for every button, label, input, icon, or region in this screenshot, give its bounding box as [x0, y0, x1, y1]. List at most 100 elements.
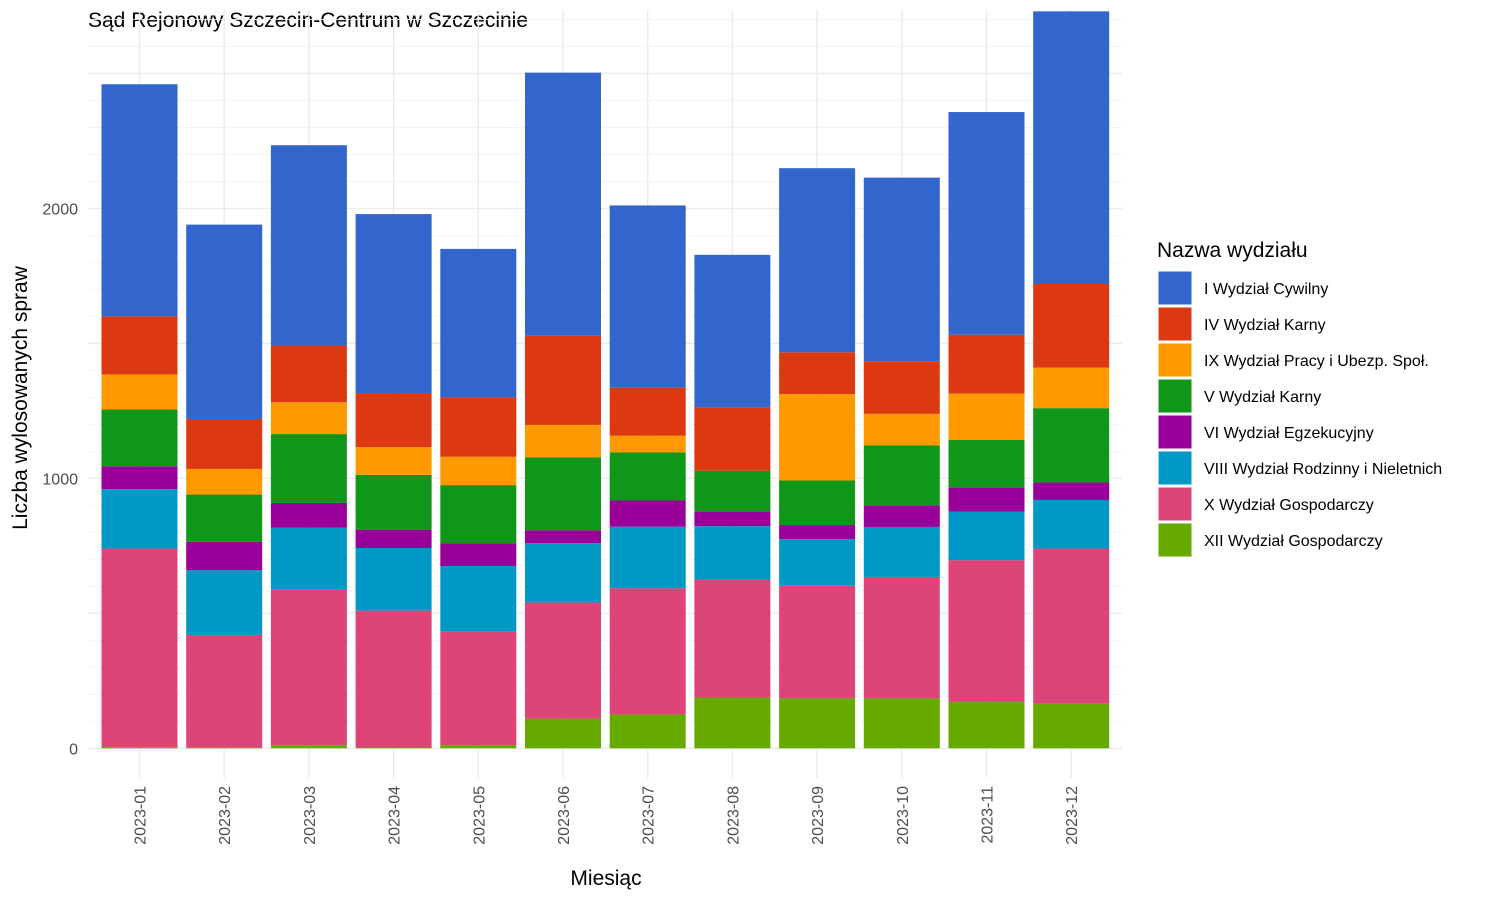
- bar-segment: 2023-11 — XII Wydział Gospodarczy: 172: [948, 701, 1025, 749]
- bar-segment: 2023-02 — VI Wydział Egzekucyjny: 105: [186, 541, 263, 571]
- legend-item: I Wydział Cywilny: [1157, 270, 1328, 306]
- x-tick-label: 2023-11: [980, 786, 997, 844]
- bar-segment: 2023-04 — XII Wydział Gospodarczy: 3: [355, 747, 432, 749]
- bar-segment: 2023-12 — IV Wydział Karny: 310: [1033, 283, 1110, 368]
- bar-segment: 2023-12 — VIII Wydział Rodzinny i Nielet…: [1033, 499, 1110, 549]
- bar-segment: 2023-04 — V Wydział Karny: 203: [355, 474, 432, 530]
- bar-segment: 2023-07 — IX Wydział Pracy i Ubezp. Społ…: [609, 435, 686, 453]
- bar-segment: 2023-02 — IV Wydział Karny: 185: [186, 418, 263, 469]
- bar-segment: 2023-12 — XII Wydział Gospodarczy: 165: [1033, 703, 1110, 749]
- x-tick-label: 2023-02: [217, 786, 234, 845]
- bar-segment: 2023-05 — XII Wydział Gospodarczy: 12: [440, 745, 517, 749]
- bar-segment: 2023-12 — I Wydział Cywilny: 1010: [1033, 11, 1110, 284]
- bar-segment: 2023-04 — IV Wydział Karny: 200: [355, 393, 432, 448]
- bar-segment: 2023-01 — IX Wydział Pracy i Ubezp. Społ…: [101, 374, 178, 410]
- bar-segment: 2023-02 — X Wydział Gospodarczy: 418: [186, 634, 263, 748]
- x-tick-label: 2023-06: [556, 786, 573, 845]
- bar-segment: 2023-01 — I Wydział Cywilny: 860: [101, 84, 178, 317]
- legend-label: VIII Wydział Rodzinny i Nieletnich: [1204, 461, 1442, 478]
- bar-segment: 2023-03 — VI Wydział Egzekucyjny: 92: [270, 502, 347, 528]
- bar-segment: 2023-09 — VIII Wydział Rodzinny i Nielet…: [779, 539, 856, 586]
- legend-item: IV Wydział Karny: [1157, 306, 1326, 342]
- x-tick-label: 2023-08: [725, 786, 742, 845]
- legend-label: XII Wydział Gospodarczy: [1204, 533, 1383, 550]
- legend-item: V Wydział Karny: [1157, 378, 1321, 414]
- bar-segment: 2023-02 — I Wydział Cywilny: 720: [186, 224, 263, 419]
- bar-segment: 2023-08 — V Wydział Karny: 150: [694, 470, 771, 512]
- bar-segment: 2023-12 — VI Wydział Egzekucyjny: 65: [1033, 482, 1110, 500]
- bar-segment: 2023-03 — I Wydział Cywilny: 742: [270, 145, 347, 346]
- bar-segment: 2023-04 — X Wydział Gospodarczy: 507: [355, 610, 432, 748]
- bar-segment: 2023-11 — X Wydział Gospodarczy: 525: [948, 560, 1025, 702]
- bar-segment: 2023-06 — IV Wydział Karny: 330: [525, 335, 601, 425]
- x-tick-label: 2023-03: [302, 786, 319, 845]
- x-axis-ticks: 2023-01 2023-02 2023-03 2023-04 2023-05 2023-…: [133, 786, 1082, 845]
- legend-item: IX Wydział Pracy i Ubezp. Społ.: [1157, 342, 1429, 378]
- y-tick-label: 0: [69, 741, 78, 758]
- bar-segment: 2023-01 — XII Wydział Gospodarczy: 5: [101, 746, 178, 749]
- bar-segment: 2023-03 — XII Wydział Gospodarczy: 12: [270, 745, 347, 749]
- legend-label: X Wydział Gospodarczy: [1204, 497, 1374, 514]
- legend: I Wydział Cywilny IV Wydział Karny IX Wydz…: [1157, 270, 1442, 558]
- bar-segment: 2023-06 — VI Wydział Egzekucyjny: 48: [525, 530, 601, 544]
- bar-segment: 2023-05 — X Wydział Gospodarczy: 420: [440, 631, 517, 746]
- bar-segment: 2023-05 — VI Wydział Egzekucyjny: 85: [440, 543, 517, 567]
- bar-segment: 2023-09 — V Wydział Karny: 165: [779, 480, 856, 526]
- legend-label: IX Wydział Pracy i Ubezp. Społ.: [1204, 353, 1429, 370]
- x-tick-label: 2023-07: [641, 786, 658, 845]
- bar-segment: 2023-05 — IX Wydział Pracy i Ubezp. Społ…: [440, 456, 517, 486]
- bar-segment: 2023-06 — V Wydział Karny: 270: [525, 457, 601, 531]
- legend-item: VIII Wydział Rodzinny i Nieletnich: [1157, 450, 1442, 486]
- bar-segment: 2023-05 — I Wydział Cywilny: 550: [440, 248, 517, 398]
- y-axis-title: Liczba wylosowanych spraw: [9, 265, 32, 530]
- bar-segment: 2023-10 — I Wydział Cywilny: 680: [863, 177, 940, 362]
- bar-segment: 2023-05 — VIII Wydział Rodzinny i Nielet…: [440, 566, 517, 632]
- bar-segment: 2023-10 — VI Wydział Egzekucyjny: 80: [863, 505, 940, 527]
- y-tick-label: 1000: [42, 471, 78, 488]
- bar-segment: 2023-11 — V Wydział Karny: 175: [948, 440, 1025, 488]
- x-tick-label: 2023-12: [1064, 786, 1081, 845]
- y-tick-label: 2000: [42, 201, 78, 218]
- legend-swatch: [1157, 450, 1193, 486]
- bar-segment: 2023-10 — X Wydział Gospodarczy: 450: [863, 576, 940, 699]
- bar-segment: 2023-04 — VI Wydział Egzekucyjny: 68: [355, 529, 432, 549]
- legend-swatch: [1157, 378, 1193, 414]
- bar-segment: 2023-07 — VI Wydział Egzekucyjny: 97: [609, 500, 686, 527]
- bar-segment: 2023-07 — X Wydział Gospodarczy: 468: [609, 588, 686, 715]
- bar-segment: 2023-04 — I Wydział Cywilny: 663: [355, 214, 432, 394]
- bar-segment: 2023-07 — VIII Wydział Rodzinny i Nielet…: [609, 526, 686, 589]
- bar-segment: 2023-10 — V Wydział Karny: 222: [863, 445, 940, 506]
- bar-segment: 2023-08 — IV Wydział Karny: 235: [694, 407, 771, 471]
- bar-segment: 2023-10 — XII Wydział Gospodarczy: 185: [863, 698, 940, 749]
- legend-label: VI Wydział Egzekucyjny: [1204, 425, 1374, 442]
- bar-segment: 2023-09 — X Wydział Gospodarczy: 417: [779, 585, 856, 699]
- bar-segment: 2023-01 — VI Wydział Egzekucyjny: 85: [101, 466, 178, 490]
- bar-segment: 2023-11 — VI Wydział Egzekucyjny: 90: [948, 487, 1025, 512]
- legend-label: IV Wydział Karny: [1204, 317, 1326, 334]
- legend-swatch: [1157, 270, 1193, 306]
- bar-segment: 2023-06 — VIII Wydział Rodzinny i Nielet…: [525, 543, 601, 603]
- bar-segment: 2023-10 — VIII Wydział Rodzinny i Nielet…: [863, 526, 940, 577]
- chart-title: Sąd Rejonowy Szczecin-Centrum w Szczecin…: [88, 9, 528, 32]
- bar-segment: 2023-09 — I Wydział Cywilny: 682: [779, 168, 856, 353]
- bar-segment: 2023-10 — IV Wydział Karny: 195: [863, 361, 940, 414]
- legend-item: XII Wydział Gospodarczy: [1157, 522, 1383, 558]
- bar-segment: 2023-12 — IX Wydział Pracy i Ubezp. Społ…: [1033, 367, 1110, 409]
- bar-segment: 2023-05 — IV Wydział Karny: 220: [440, 397, 517, 457]
- bar-segment: 2023-04 — VIII Wydział Rodzinny i Nielet…: [355, 548, 432, 611]
- bar-segment: 2023-06 — X Wydział Gospodarczy: 430: [525, 602, 601, 719]
- bar-segment: 2023-03 — X Wydział Gospodarczy: 575: [270, 589, 347, 746]
- bar-segment: 2023-08 — XII Wydział Gospodarczy: 188: [694, 697, 771, 749]
- bar-segment: 2023-01 — IV Wydział Karny: 215: [101, 316, 178, 375]
- x-tick-label: 2023-05: [471, 786, 488, 845]
- bar-segment: 2023-07 — IV Wydział Karny: 178: [609, 387, 686, 436]
- bar-segment: 2023-09 — XII Wydział Gospodarczy: 185: [779, 698, 856, 749]
- bar-segment: 2023-03 — V Wydział Karny: 255: [270, 434, 347, 503]
- bar-segment: 2023-07 — I Wydział Cywilny: 675: [609, 205, 686, 388]
- legend-swatch: [1157, 522, 1193, 558]
- bar-segment: 2023-02 — XII Wydział Gospodarczy: 2: [186, 747, 263, 749]
- y-axis-ticks: 0 1000 2000: [42, 201, 78, 758]
- bar-segment: 2023-10 — IX Wydział Pracy i Ubezp. Społ…: [863, 413, 940, 446]
- bar-segment: 2023-08 — VIII Wydział Rodzinny i Nielet…: [694, 526, 771, 580]
